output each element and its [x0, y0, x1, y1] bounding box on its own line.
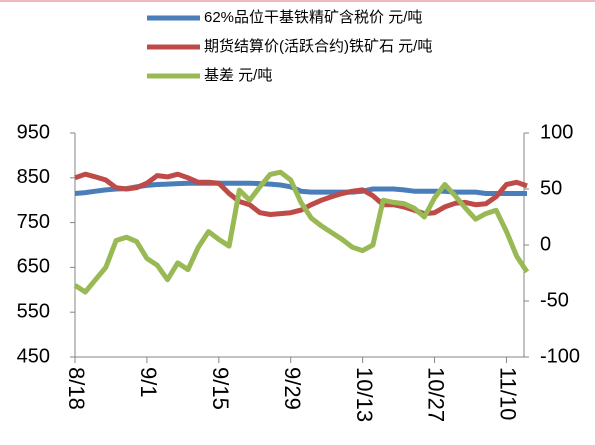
y-tick-label: 550: [17, 300, 50, 322]
y-tick-label: 450: [17, 345, 50, 367]
x-tick-label: 10/13: [352, 367, 377, 422]
y2-tick-label: 0: [540, 233, 551, 255]
series-line: [73, 169, 530, 295]
x-tick-label: 8/18: [64, 367, 89, 410]
y-tick-label: 950: [17, 121, 50, 143]
y-tick-label: 750: [17, 211, 50, 233]
y2-tick-label: -50: [540, 289, 569, 311]
legend-label: 期货结算价(活跃合约)铁矿石 元/吨: [204, 37, 432, 55]
legend-label: 基差 元/吨: [204, 67, 272, 84]
legend-label: 62%品位干基铁精矿含税价 元/吨: [204, 9, 422, 26]
axes: [74, 133, 525, 358]
x-tick-label: 9/29: [280, 367, 305, 410]
x-tick-label: 10/27: [424, 367, 449, 422]
series-line: [74, 171, 528, 217]
y2-tick-label: 50: [540, 177, 562, 199]
x-tick-label: 9/1: [136, 367, 161, 398]
y-tick-label: 650: [17, 256, 50, 278]
y2-tick-label: -100: [540, 345, 580, 367]
y-tick-label: 850: [17, 166, 50, 188]
x-tick-label: 11/10: [496, 367, 521, 420]
x-tick-label: 9/15: [208, 367, 233, 410]
y2-tick-label: 100: [540, 121, 573, 143]
